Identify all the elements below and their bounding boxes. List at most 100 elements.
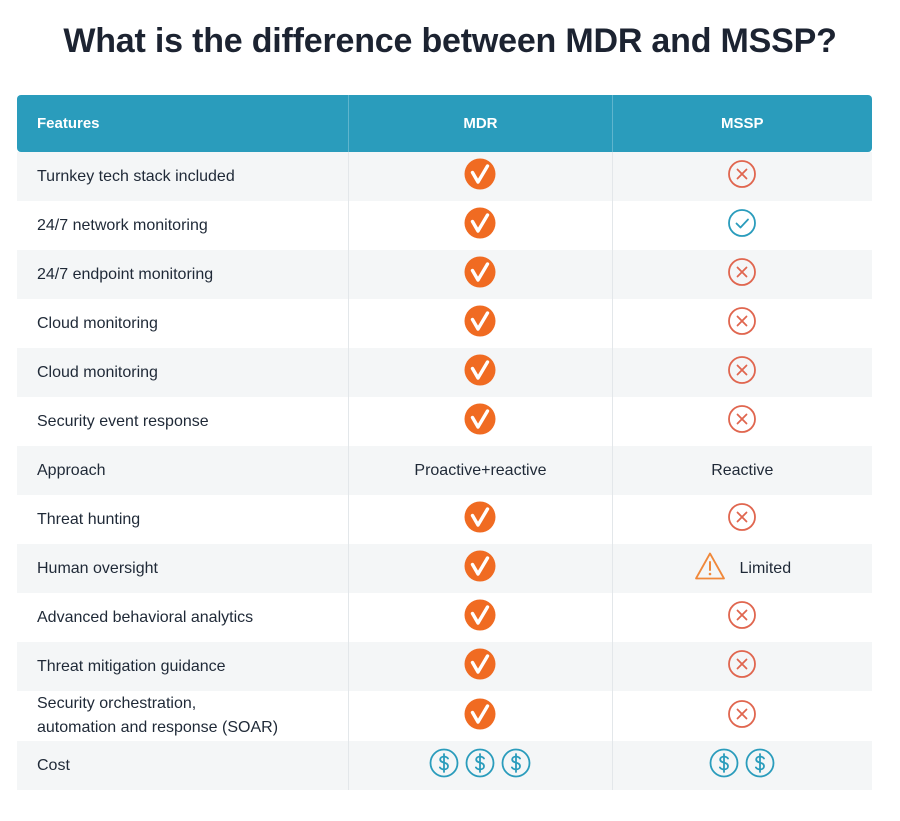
mssp-cell: [611, 593, 872, 642]
table-row: Cloud monitoring: [17, 299, 872, 348]
table-row: 24/7 network monitoring: [17, 201, 872, 250]
mdr-cell: [348, 741, 611, 790]
feature-cell: Threat hunting: [17, 495, 348, 544]
mdr-cell: [348, 593, 611, 642]
mssp-cell: [611, 250, 872, 299]
feature-label-line: Security orchestration,: [37, 695, 197, 712]
check-icon: [464, 698, 496, 735]
feature-label: 24/7 network monitoring: [37, 216, 208, 234]
feature-cell: Threat mitigation guidance: [17, 642, 348, 691]
header-mdr: MDR: [348, 95, 611, 152]
check-icon: [464, 158, 496, 195]
mdr-cell: [348, 544, 611, 593]
dollar-icon: [745, 748, 775, 783]
feature-label: Human oversight: [37, 559, 158, 577]
check-icon: [464, 305, 496, 342]
mssp-cell: [611, 691, 872, 741]
dollar-icon: [501, 748, 531, 783]
feature-label: Threat hunting: [37, 510, 141, 528]
x-icon: [727, 159, 757, 194]
mssp-limited: Limited: [694, 551, 792, 586]
check-icon: [464, 354, 496, 391]
x-icon: [727, 649, 757, 684]
check-icon: [464, 207, 496, 244]
mssp-cell: [611, 348, 872, 397]
feature-label: 24/7 endpoint monitoring: [37, 265, 214, 283]
mssp-cell: [611, 495, 872, 544]
mdr-cell: [348, 201, 611, 250]
mdr-cell: [348, 348, 611, 397]
mssp-cell: Reactive: [611, 446, 872, 495]
feature-label: Cost: [37, 756, 70, 774]
mdr-cell: [348, 250, 611, 299]
mssp-value: Reactive: [711, 461, 774, 479]
table-row: Threat hunting: [17, 495, 872, 544]
feature-label: Threat mitigation guidance: [37, 657, 226, 675]
feature-cell: 24/7 network monitoring: [17, 201, 348, 250]
table-body: Turnkey tech stack included 24/7 network …: [17, 152, 872, 790]
feature-cell: Security orchestration, automation and re…: [17, 691, 348, 741]
feature-cell: Cloud monitoring: [17, 299, 348, 348]
mssp-cell: [611, 741, 872, 790]
table-row: Security event response: [17, 397, 872, 446]
mssp-cell: [611, 201, 872, 250]
feature-cell: 24/7 endpoint monitoring: [17, 250, 348, 299]
mdr-cell: [348, 152, 611, 201]
check-icon: [464, 599, 496, 636]
x-icon: [727, 699, 757, 734]
x-icon: [727, 600, 757, 635]
x-icon: [727, 502, 757, 537]
mdr-cost: [429, 748, 531, 783]
table-header: Features MDR MSSP: [17, 95, 872, 152]
feature-label: Cloud monitoring: [37, 363, 158, 381]
feature-label: Cloud monitoring: [37, 314, 158, 332]
feature-cell: Cost: [17, 741, 348, 790]
mssp-cost: [709, 748, 775, 783]
header-mssp: MSSP: [611, 95, 872, 152]
mssp-cell: [611, 642, 872, 691]
mdr-cell: Proactive+reactive: [348, 446, 611, 495]
mssp-value: Limited: [739, 559, 792, 577]
feature-label: Security event response: [37, 412, 209, 430]
tick-icon: [727, 208, 757, 243]
page-title: What is the difference between MDR and M…: [63, 22, 837, 60]
comparison-table: Features MDR MSSP Turnkey tech stack inc…: [17, 95, 872, 790]
x-icon: [727, 355, 757, 390]
x-icon: [727, 306, 757, 341]
table-row: Approach Proactive+reactive Reactive: [17, 446, 872, 495]
table-row: 24/7 endpoint monitoring: [17, 250, 872, 299]
table-row: Cloud monitoring: [17, 348, 872, 397]
mdr-cell: [348, 495, 611, 544]
table-row: Human oversight Limited: [17, 544, 872, 593]
check-icon: [464, 403, 496, 440]
mssp-cell: [611, 299, 872, 348]
check-icon: [464, 648, 496, 685]
table-row: Cost: [17, 741, 872, 790]
feature-cell: Approach: [17, 446, 348, 495]
feature-cell: Human oversight: [17, 544, 348, 593]
dollar-icon: [465, 748, 495, 783]
mdr-cell: [348, 642, 611, 691]
mssp-cell: [611, 397, 872, 446]
mdr-cell: [348, 691, 611, 741]
feature-cell: Turnkey tech stack included: [17, 152, 348, 201]
feature-label: Turnkey tech stack included: [37, 167, 235, 185]
mdr-cell: [348, 397, 611, 446]
feature-label: Approach: [37, 461, 106, 479]
dollar-icon: [429, 748, 459, 783]
dollar-icon: [709, 748, 739, 783]
feature-cell: Security event response: [17, 397, 348, 446]
table-row: Turnkey tech stack included: [17, 152, 872, 201]
table-row: Threat mitigation guidance: [17, 642, 872, 691]
feature-label-line: automation and response (SOAR): [37, 719, 279, 736]
feature-label: Security orchestration, automation and re…: [37, 692, 278, 740]
warning-icon: [694, 551, 726, 586]
feature-cell: Advanced behavioral analytics: [17, 593, 348, 642]
check-icon: [464, 501, 496, 538]
feature-cell: Cloud monitoring: [17, 348, 348, 397]
check-icon: [464, 256, 496, 293]
feature-label: Advanced behavioral analytics: [37, 608, 254, 626]
x-icon: [727, 404, 757, 439]
mdr-cell: [348, 299, 611, 348]
table-row: Advanced behavioral analytics: [17, 593, 872, 642]
